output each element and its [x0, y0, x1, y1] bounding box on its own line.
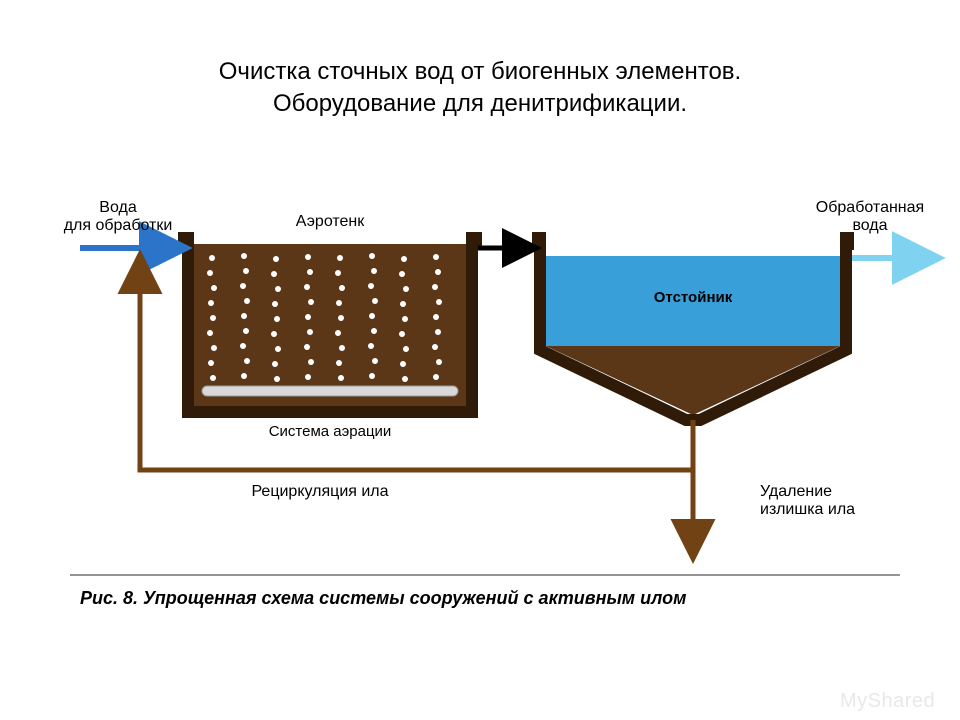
label-output-2: вода	[852, 217, 887, 234]
aerotank	[178, 232, 482, 418]
watermark: MyShared	[840, 690, 935, 713]
diagram-svg: Вода для обработки Аэротенк Система аэра…	[0, 0, 960, 720]
label-input-2: для обработки	[64, 217, 173, 234]
label-settler: Отстойник	[654, 289, 733, 306]
figure-caption: Рис. 8. Упрощенная схема системы сооруже…	[80, 588, 686, 609]
label-output-1: Обработанная	[816, 199, 924, 216]
aerator-pipe	[202, 386, 458, 396]
label-input-1: Вода	[99, 199, 137, 216]
label-recirc: Рециркуляция ила	[251, 483, 388, 500]
label-aeration: Система аэрации	[269, 423, 392, 440]
label-excess-1: Удаление	[760, 483, 832, 500]
label-aerotank: Аэротенк	[296, 213, 366, 230]
settler	[532, 232, 854, 420]
label-excess-2: излишка ила	[760, 501, 855, 518]
